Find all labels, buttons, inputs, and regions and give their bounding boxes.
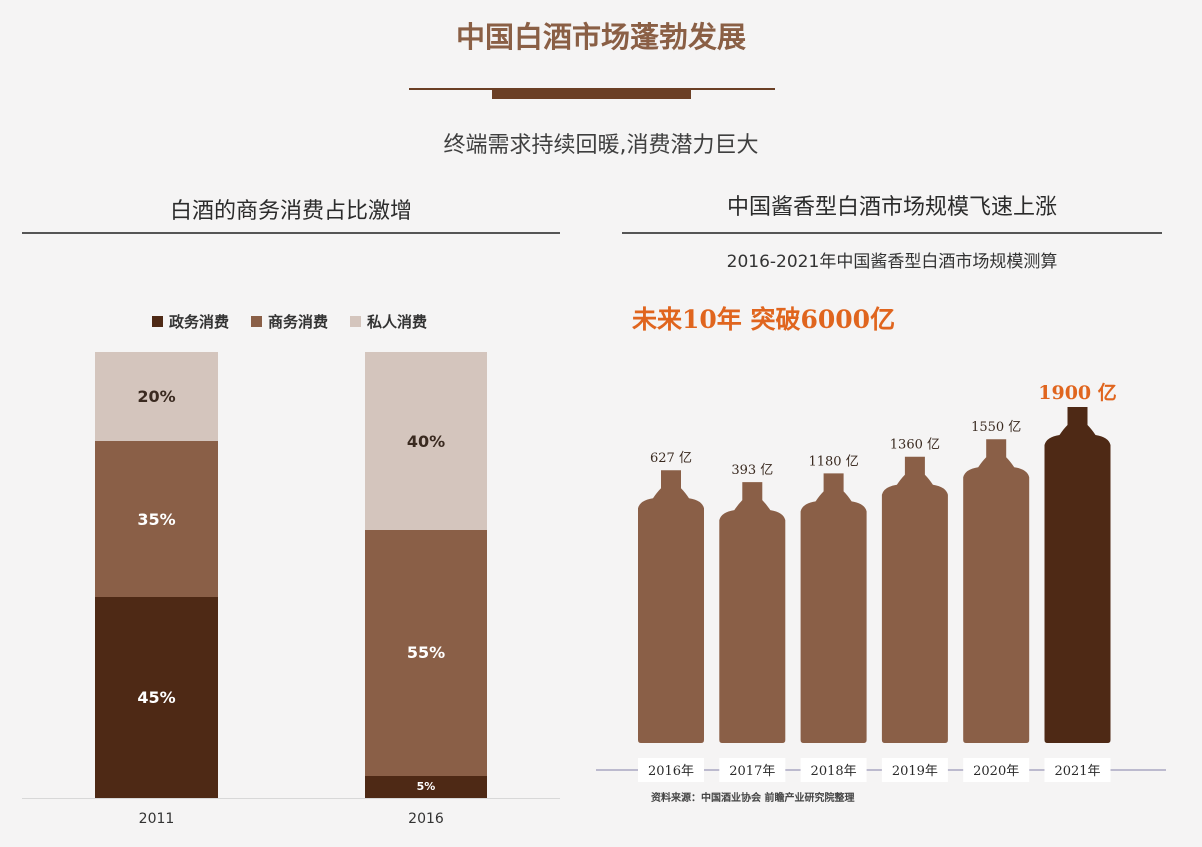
legend-label-private: 私人消费 [367,313,428,331]
stack-segment-label: 55% [406,643,446,663]
page-subtitle: 终端需求持续回暖,消费潜力巨大 [443,133,759,158]
right-panel-title: 中国酱香型白酒市场规模飞速上涨 [726,195,1057,220]
bottle-shape [719,482,786,743]
stack-segment-label: 35% [137,509,176,529]
forecast-callout: 未来10年 突破6000亿 [632,305,896,334]
x-tick-box [719,758,786,782]
bottle-bar-chart: 627 亿 2016年 393 亿 2017年 1180 亿 2018年 1360 亿 201… [596,381,1166,782]
bottle-value-label: 1180 亿 [808,454,858,469]
stack-segment-business-2016: 55% [365,530,487,776]
left-panel-title: 白酒的商务消费占比激增 [169,199,412,224]
x-tick-label: 2019年 [892,764,938,779]
bottle-shape [881,456,948,743]
title-underline [409,88,775,90]
legend-swatch-private [350,316,362,327]
stacked-column-2016: 5% 55% 40% [365,352,487,798]
bottle-shape [800,473,867,743]
stack-segment-business-2011: 35% [95,441,218,598]
page-title: 中国白酒市场蓬勃发展 [455,20,746,54]
legend-item-government: 政务消费 [152,311,229,332]
x-tick-label: 2018年 [811,764,857,779]
stack-segment-label: 20% [137,387,176,407]
stack-segment-private-2016: 40% [365,352,487,531]
bottle-bar-2019年 [881,456,948,743]
stack-segment-government-2016: 5% [365,775,487,798]
bottle-shape [963,439,1030,743]
x-tick-box [881,758,948,782]
x-tick-box [800,758,867,782]
title-underline-accent [492,90,691,99]
bottle-value-label: 1550 亿 [971,420,1021,435]
bottle-bar-2020年 [963,439,1030,743]
legend-item-business: 商务消费 [251,311,328,332]
stack-segment-label: 5% [416,780,436,794]
bottle-value-label: 1360 亿 [890,438,940,453]
x-tick-label-2011: 2011 [138,811,175,827]
x-tick-box [638,758,704,782]
stack-segment-label: 45% [137,688,176,708]
x-tick-label: 2020年 [973,764,1019,779]
bottle-shape [638,470,704,743]
source-note: 资料来源：中国酒业协会 前瞻产业研究院整理 [651,793,855,804]
stack-segment-private-2011: 20% [95,352,218,442]
right-panel-subtitle: 2016-2021年中国酱香型白酒市场规模测算 [726,252,1058,272]
x-tick-box [963,758,1030,782]
bottle-bar-2016年 [638,470,704,743]
bottle-bar-2018年 [800,473,867,743]
legend-item-private: 私人消费 [350,311,427,332]
x-tick-label-2016: 2016 [408,811,444,827]
bottle-bar-2021年 [1044,407,1111,743]
bottle-value-label: 393 亿 [731,463,773,478]
bottle-shape [1044,407,1111,743]
stacked-legend: 政务消费 商务消费 私人消费 [152,311,427,332]
legend-swatch-government [152,316,163,327]
stacked-column-2011: 45% 35% 20% [95,352,218,798]
x-tick-label: 2021年 [1054,764,1100,779]
left-axis-line [22,798,560,799]
left-panel-rule [22,232,560,234]
bottle-value-label: 627 亿 [650,451,692,466]
x-tick-label: 2017年 [729,764,775,779]
right-panel-rule [622,232,1162,234]
bottle-value-label: 1900 亿 [1038,381,1117,404]
legend-label-government: 政务消费 [169,313,230,331]
x-tick-box [1044,758,1111,782]
legend-swatch-business [251,316,263,327]
legend-label-business: 商务消费 [268,313,329,331]
stack-segment-government-2011: 45% [95,597,218,798]
x-tick-label: 2016年 [648,764,694,779]
bottle-bar-2017年 [719,482,786,743]
stack-segment-label: 40% [406,431,446,451]
